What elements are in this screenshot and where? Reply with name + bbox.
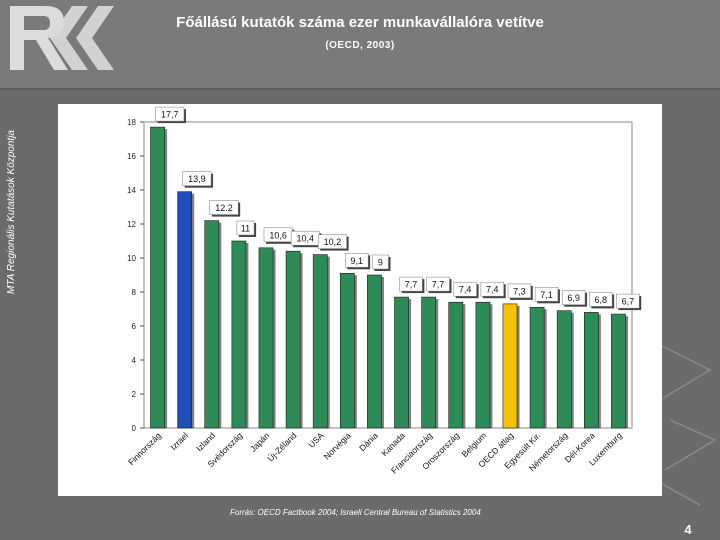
value-label-box [399, 276, 423, 292]
category-label: Norvégia [322, 430, 353, 461]
value-label-box [534, 287, 559, 302]
y-tick-label: 14 [127, 186, 136, 195]
slide-title: Főállású kutatók száma ezer munkavállaló… [176, 14, 544, 31]
value-label-box [236, 220, 255, 236]
bar [611, 313, 626, 429]
value-label: 10,4 [297, 234, 315, 244]
source-note: Forrás: OECD Factbook 2004; Israeli Cent… [230, 508, 481, 517]
bar [339, 273, 355, 429]
plot-frame [143, 121, 633, 429]
slide-subtitle: (OECD, 2003) [325, 40, 395, 51]
bar [177, 191, 193, 429]
y-tick-label: 10 [127, 254, 136, 263]
value-label-box [480, 281, 504, 297]
value-label: 7,1 [540, 290, 553, 300]
y-tick-label: 8 [132, 288, 137, 297]
category-label: Japán [248, 430, 272, 454]
bar [448, 301, 464, 429]
value-label-box [345, 253, 369, 268]
bar [312, 254, 328, 429]
bar [394, 296, 409, 429]
value-label-box [589, 292, 613, 307]
value-label: 17,7 [161, 110, 179, 120]
value-label-box [182, 171, 212, 186]
value-label: 6,7 [622, 297, 635, 307]
y-tick-label: 0 [132, 424, 137, 433]
bar [556, 310, 572, 429]
bar [204, 220, 220, 429]
value-label-box [561, 290, 586, 305]
value-label: 7,4 [486, 285, 499, 295]
category-label: USA [306, 430, 326, 450]
side-caption: MTA Regionális Kutatások Központja [6, 130, 17, 294]
bar [502, 303, 518, 429]
bar [231, 240, 247, 429]
bar [529, 307, 545, 429]
value-label: 9 [378, 258, 383, 268]
bar [285, 250, 301, 429]
category-label: Új-Zéland [265, 430, 298, 463]
value-label-box [616, 293, 640, 309]
value-label: 7,4 [459, 285, 472, 295]
value-label: 13,9 [188, 174, 206, 184]
value-label-box [507, 283, 532, 299]
value-label-box [372, 254, 389, 270]
rkk-logo-icon [10, 6, 114, 70]
value-label-box [155, 106, 185, 122]
y-tick-label: 4 [132, 356, 137, 365]
category-label: Dánia [357, 430, 380, 453]
bar [475, 301, 491, 429]
value-label: 10,6 [269, 230, 287, 240]
value-label: 9,1 [350, 256, 363, 266]
y-tick-label: 2 [132, 390, 137, 399]
value-label: 12.2 [215, 203, 233, 213]
chart-panel: 0 2 4 6 8 10 12 14 16 18 17,7 Finnország 13,9 Izrael 1… [58, 104, 662, 496]
value-label: 7,7 [432, 280, 445, 290]
value-label-box [426, 276, 450, 292]
bar [150, 126, 165, 429]
value-label: 7,7 [405, 280, 418, 290]
value-label: 7,3 [513, 286, 526, 296]
bar [583, 312, 599, 429]
value-label-box [317, 234, 347, 249]
slide-header: Főállású kutatók száma ezer munkavállaló… [0, 0, 720, 90]
category-label: Izland [194, 430, 217, 453]
y-tick-label: 12 [127, 220, 136, 229]
y-tick-label: 18 [127, 118, 136, 127]
value-label: 11 [241, 224, 250, 234]
y-tick-label: 16 [127, 152, 136, 161]
bar-chart: 0 2 4 6 8 10 12 14 16 18 17,7 Finnország 13,9 Izrael 1… [126, 106, 642, 475]
bar [367, 274, 382, 429]
page-number: 4 [684, 522, 692, 537]
bar [421, 296, 437, 429]
bar [258, 247, 274, 429]
value-label: 10,2 [324, 237, 342, 247]
category-label: Finnország [126, 430, 163, 467]
value-label: 6,9 [567, 293, 580, 303]
decorative-lines-icon [649, 339, 717, 506]
value-label-box [453, 281, 477, 297]
category-label: Izrael [168, 430, 190, 452]
value-label: 6,8 [594, 295, 607, 305]
value-label-box [209, 200, 239, 215]
y-tick-label: 6 [132, 322, 137, 331]
